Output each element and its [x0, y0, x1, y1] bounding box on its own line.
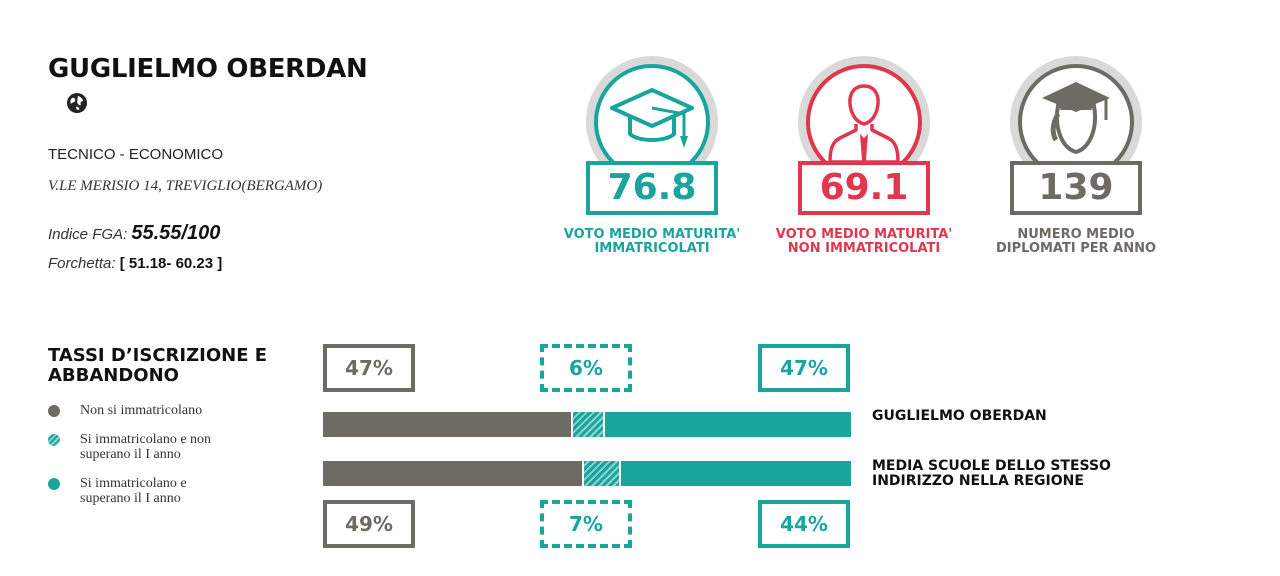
fga-index-label: Indice FGA: [48, 226, 128, 243]
stat-caption-line: VOTO MEDIO MATURITA' [563, 227, 741, 242]
bar-segment-non-immatricolano-school [323, 412, 572, 437]
data-label-school-non-superano: 6% [540, 344, 632, 392]
stat-caption-line: VOTO MEDIO MATURITA' [775, 227, 953, 242]
globe-icon[interactable] [66, 92, 88, 114]
stat-numero-diplomati: 139 NUMERO MEDIO DIPLOMATI PER ANNO [990, 56, 1160, 266]
category-label-region: MEDIA SCUOLE DELLO STESSO INDIRIZZO NELL… [872, 459, 1111, 489]
fork-row: Forchetta: [ 51.18- 60.23 ] [48, 255, 222, 272]
stat-value: 69.1 [798, 161, 930, 215]
bar-row-region [323, 461, 851, 486]
chart-title-line: ABBANDONO [48, 365, 179, 386]
legend-dot-hatched-icon [48, 434, 60, 446]
stat-caption-line: IMMATRICOLATI [594, 241, 710, 256]
legend-label: Si immatricolano e non superano il I ann… [80, 432, 280, 462]
legend-label: Si immatricolano e superano il I anno [80, 476, 280, 506]
data-label-school-non-immatricolano: 47% [323, 344, 415, 392]
stat-value: 76.8 [586, 161, 718, 215]
bar-segment-superano-school [602, 412, 851, 437]
bar-segment-non-superano-region [581, 461, 619, 486]
data-label-region-superano: 44% [758, 500, 850, 548]
graduate-icon [1042, 82, 1110, 155]
category-label-line: GUGLIELMO OBERDAN [872, 408, 1047, 424]
data-label-region-non-immatricolano: 49% [323, 500, 415, 548]
school-name: GUGLIELMO OBERDAN [48, 54, 368, 84]
fork-label: Forchetta: [48, 255, 116, 272]
stat-caption-line: NON IMMATRICOLATI [787, 241, 941, 256]
school-type: TECNICO - ECONOMICO [48, 146, 223, 163]
legend-dot-icon [48, 478, 60, 490]
school-address: V.LE MERISIO 14, TREVIGLIO(BERGAMO) [48, 178, 323, 194]
fga-index-row: Indice FGA: 55.55/100 [48, 222, 220, 245]
stat-icon-circle [1018, 64, 1134, 180]
stat-caption: VOTO MEDIO MATURITA' IMMATRICOLATI [546, 228, 758, 256]
data-label-school-superano: 47% [758, 344, 850, 392]
stat-voto-non-immatricolati: 69.1 VOTO MEDIO MATURITA' NON IMMATRICOL… [776, 56, 952, 266]
legend-dot-icon [48, 405, 60, 417]
bar-segment-superano-region [618, 461, 851, 486]
legend-label-line: Si immatricolano e [80, 476, 187, 491]
fork-value: [ 51.18- 60.23 ] [119, 255, 223, 272]
chart-title: TASSI D’ISCRIZIONE E ABBANDONO [48, 346, 298, 386]
stat-caption: NUMERO MEDIO DIPLOMATI PER ANNO [970, 228, 1182, 256]
legend-label: Non si immatricolano [80, 403, 203, 418]
chart-title-line: TASSI D’ISCRIZIONE E [48, 345, 268, 366]
bar-row-school [323, 412, 851, 437]
legend-label-line: Si immatricolano e non [80, 432, 212, 447]
category-label-line: MEDIA SCUOLE DELLO STESSO [872, 458, 1111, 474]
data-label-region-non-superano: 7% [540, 500, 632, 548]
legend-label-line: superano il I anno [80, 447, 181, 462]
category-label-school: GUGLIELMO OBERDAN [872, 409, 1047, 424]
stat-icon-circle [594, 64, 710, 180]
person-icon [828, 84, 900, 164]
legend-label-line: superano il I anno [80, 491, 181, 506]
bar-segment-non-superano-school [571, 412, 603, 437]
graduation-cap-icon [610, 88, 694, 148]
stat-caption-line: NUMERO MEDIO [1017, 227, 1135, 242]
category-label-line: INDIRIZZO NELLA REGIONE [872, 473, 1084, 489]
stat-caption-line: DIPLOMATI PER ANNO [995, 241, 1157, 256]
stat-caption: VOTO MEDIO MATURITA' NON IMMATRICOLATI [758, 228, 970, 256]
bar-segment-non-immatricolano-region [323, 461, 582, 486]
stat-value: 139 [1010, 161, 1142, 215]
stat-voto-immatricolati: 76.8 VOTO MEDIO MATURITA' IMMATRICOLATI [564, 56, 740, 266]
fga-index-value: 55.55/100 [131, 222, 221, 244]
